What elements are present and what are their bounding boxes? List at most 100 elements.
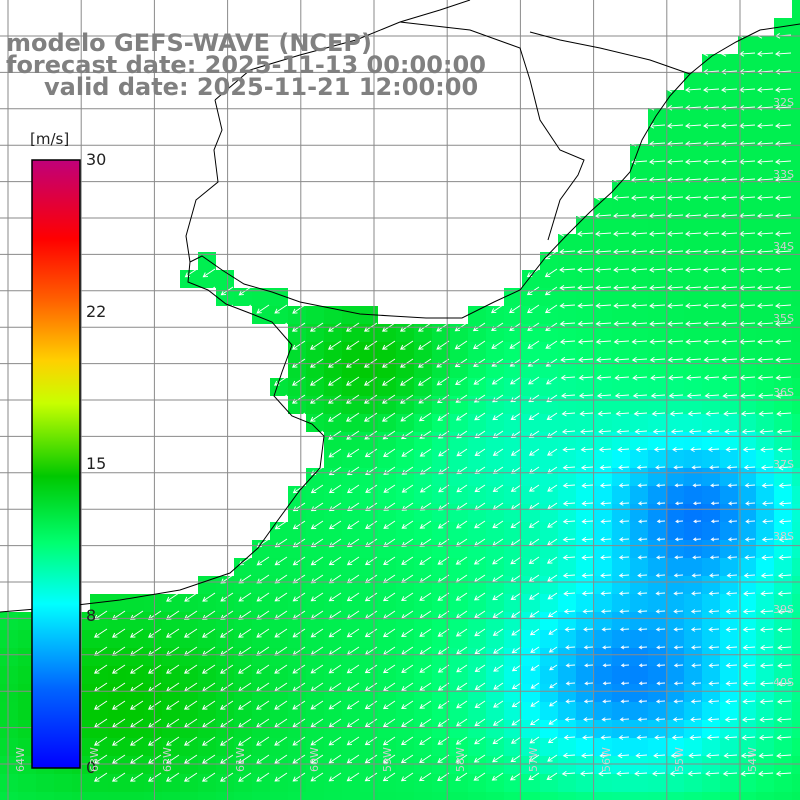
wind-arrow bbox=[703, 285, 720, 291]
wind-arrow bbox=[346, 466, 360, 476]
wind-arrow bbox=[559, 249, 576, 255]
speed-cell bbox=[720, 684, 738, 702]
speed-cell bbox=[504, 648, 522, 666]
speed-cell bbox=[432, 594, 450, 612]
speed-cell bbox=[144, 702, 162, 720]
speed-cell bbox=[342, 774, 360, 792]
speed-cell bbox=[504, 774, 522, 792]
speed-cell bbox=[468, 306, 486, 324]
speed-cell bbox=[684, 594, 702, 612]
wind-arrow bbox=[417, 376, 432, 386]
wind-arrow bbox=[292, 772, 306, 782]
wind-arrow bbox=[601, 717, 612, 722]
wind-arrow bbox=[559, 303, 576, 309]
speed-cell bbox=[432, 450, 450, 468]
wind-arrow bbox=[547, 448, 558, 456]
wind-arrow bbox=[674, 537, 684, 542]
speed-cell bbox=[504, 738, 522, 756]
speed-cell bbox=[774, 36, 792, 54]
wind-arrow bbox=[721, 195, 738, 201]
wind-arrow bbox=[707, 698, 720, 705]
wind-arrow bbox=[365, 484, 378, 493]
wind-arrow bbox=[761, 536, 774, 543]
wind-arrow bbox=[419, 520, 432, 529]
speed-cell bbox=[378, 324, 396, 342]
speed-cell bbox=[540, 684, 558, 702]
speed-cell bbox=[630, 342, 648, 360]
speed-cell bbox=[684, 486, 702, 504]
wind-arrow bbox=[528, 754, 540, 762]
speed-cell bbox=[36, 774, 54, 792]
speed-cell bbox=[648, 360, 666, 378]
speed-cell bbox=[792, 162, 800, 180]
wind-arrow bbox=[636, 465, 648, 470]
speed-cell bbox=[702, 234, 720, 252]
wind-arrow bbox=[291, 376, 306, 386]
colorbar-tick: 15 bbox=[86, 454, 107, 473]
wind-arrow bbox=[328, 664, 342, 674]
speed-cell bbox=[738, 234, 756, 252]
speed-cell bbox=[576, 594, 594, 612]
wind-arrow bbox=[547, 754, 558, 762]
speed-cell bbox=[378, 648, 396, 666]
speed-cell bbox=[522, 630, 540, 648]
wind-arrow bbox=[758, 734, 774, 741]
wind-arrow bbox=[703, 195, 720, 201]
speed-cell bbox=[720, 198, 738, 216]
speed-cell bbox=[720, 486, 738, 504]
wind-arrow bbox=[382, 772, 396, 782]
speed-cell bbox=[396, 450, 414, 468]
speed-cell bbox=[576, 414, 594, 432]
speed-cell bbox=[0, 756, 18, 774]
speed-cell bbox=[396, 522, 414, 540]
wind-arrow bbox=[744, 555, 756, 560]
speed-cell bbox=[612, 774, 630, 792]
speed-cell bbox=[648, 252, 666, 270]
speed-cell bbox=[720, 576, 738, 594]
speed-cell bbox=[576, 486, 594, 504]
speed-cell bbox=[684, 540, 702, 558]
speed-cell bbox=[792, 486, 800, 504]
speed-cell bbox=[468, 504, 486, 522]
wind-arrow bbox=[508, 304, 522, 314]
speed-cell bbox=[702, 306, 720, 324]
wind-arrow bbox=[758, 392, 774, 399]
colorbar-tick: 8 bbox=[86, 606, 97, 625]
wind-arrow bbox=[656, 681, 666, 686]
lat-label: 34S bbox=[773, 240, 794, 253]
wind-arrow bbox=[129, 772, 144, 782]
wind-arrow bbox=[602, 645, 612, 650]
wind-arrow bbox=[548, 718, 558, 725]
speed-cell bbox=[630, 648, 648, 666]
wind-arrow bbox=[599, 482, 612, 489]
wind-arrow bbox=[309, 340, 324, 350]
speed-cell bbox=[198, 612, 216, 630]
speed-cell bbox=[738, 54, 756, 72]
speed-cell bbox=[558, 648, 576, 666]
speed-cell bbox=[612, 270, 630, 288]
speed-cell bbox=[378, 468, 396, 486]
speed-cell bbox=[342, 306, 360, 324]
wind-arrow bbox=[581, 500, 594, 507]
speed-cell bbox=[198, 576, 216, 594]
wind-arrow bbox=[492, 592, 504, 601]
speed-cell bbox=[306, 792, 324, 800]
speed-cell bbox=[738, 648, 756, 666]
wind-arrow bbox=[670, 752, 684, 759]
wind-arrow bbox=[111, 772, 126, 782]
speed-cell bbox=[594, 234, 612, 252]
speed-cell bbox=[198, 270, 216, 288]
speed-cell bbox=[756, 540, 774, 558]
wind-arrow bbox=[492, 394, 504, 403]
speed-cell bbox=[648, 306, 666, 324]
wind-arrow bbox=[687, 770, 702, 777]
speed-cell bbox=[684, 234, 702, 252]
speed-cell bbox=[558, 486, 576, 504]
speed-cell bbox=[108, 792, 126, 800]
wind-arrow bbox=[618, 735, 630, 740]
speed-cell bbox=[558, 612, 576, 630]
wind-arrow bbox=[649, 285, 666, 291]
wind-arrow bbox=[363, 376, 378, 386]
speed-cell bbox=[576, 324, 594, 342]
wind-arrow bbox=[598, 428, 612, 435]
